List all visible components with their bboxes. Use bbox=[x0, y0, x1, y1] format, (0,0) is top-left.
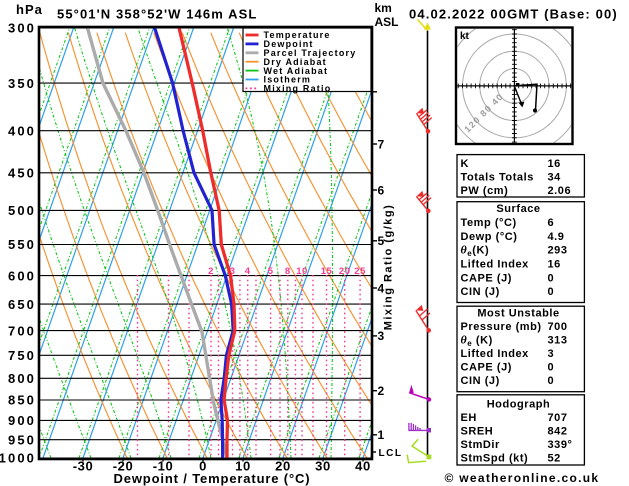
svg-text:20: 20 bbox=[339, 266, 351, 277]
svg-text:SREH: SREH bbox=[461, 425, 494, 437]
svg-text:800: 800 bbox=[8, 371, 36, 386]
svg-text:CAPE (J): CAPE (J) bbox=[461, 362, 512, 374]
svg-text:Pressure (mb): Pressure (mb) bbox=[461, 321, 542, 333]
svg-text:Dewp (°C): Dewp (°C) bbox=[461, 231, 518, 243]
svg-text:Dewpoint: Dewpoint bbox=[264, 39, 314, 49]
svg-text:400: 400 bbox=[8, 123, 36, 138]
svg-text:6: 6 bbox=[548, 217, 555, 229]
svg-text:-30: -30 bbox=[73, 459, 94, 474]
svg-text:900: 900 bbox=[8, 413, 36, 428]
svg-text:8: 8 bbox=[285, 266, 291, 277]
svg-text:2.06: 2.06 bbox=[548, 185, 572, 197]
svg-text:4.9: 4.9 bbox=[548, 231, 565, 243]
svg-text:Temp (°C): Temp (°C) bbox=[461, 217, 517, 229]
svg-text:3: 3 bbox=[548, 348, 555, 360]
svg-text:0: 0 bbox=[548, 362, 555, 374]
svg-text:707: 707 bbox=[548, 412, 568, 424]
svg-text:Totals Totals: Totals Totals bbox=[461, 171, 534, 183]
svg-text:CIN (J): CIN (J) bbox=[461, 375, 500, 387]
svg-text:15: 15 bbox=[321, 266, 333, 277]
svg-text:0: 0 bbox=[548, 273, 555, 285]
svg-text:700: 700 bbox=[8, 323, 36, 338]
svg-text:2: 2 bbox=[208, 266, 214, 277]
svg-text:300: 300 bbox=[8, 21, 36, 36]
svg-text:© weatheronline.co.uk: © weatheronline.co.uk bbox=[445, 471, 600, 485]
svg-text:4: 4 bbox=[245, 266, 251, 277]
svg-text:Isotherm: Isotherm bbox=[264, 75, 312, 85]
svg-text:550: 550 bbox=[8, 237, 36, 252]
svg-text:3: 3 bbox=[230, 266, 236, 277]
svg-text:Lifted Index: Lifted Index bbox=[461, 348, 530, 360]
svg-text:-10: -10 bbox=[153, 459, 174, 474]
svg-text:5: 5 bbox=[378, 234, 385, 248]
svg-text:θe (K): θe (K) bbox=[461, 333, 493, 349]
svg-text:Most Unstable: Most Unstable bbox=[477, 308, 559, 320]
svg-text:16: 16 bbox=[548, 259, 561, 271]
svg-text:30: 30 bbox=[315, 459, 331, 474]
svg-text:CAPE (J): CAPE (J) bbox=[461, 273, 512, 285]
svg-text:θe(K): θe(K) bbox=[461, 243, 490, 259]
svg-text:StmSpd (kt): StmSpd (kt) bbox=[461, 453, 529, 465]
svg-text:16: 16 bbox=[548, 158, 561, 170]
svg-text:hPa: hPa bbox=[16, 2, 43, 17]
svg-text:0: 0 bbox=[548, 286, 555, 298]
svg-text:Dewpoint / Temperature (°C): Dewpoint / Temperature (°C) bbox=[114, 471, 311, 486]
svg-text:K: K bbox=[461, 158, 470, 170]
svg-text:450: 450 bbox=[8, 166, 36, 181]
svg-text:Surface: Surface bbox=[496, 203, 540, 215]
svg-text:0: 0 bbox=[548, 375, 555, 387]
svg-text:313: 313 bbox=[548, 335, 568, 347]
svg-text:1: 1 bbox=[378, 428, 385, 442]
svg-text:25: 25 bbox=[354, 266, 366, 277]
svg-text:EH: EH bbox=[461, 412, 477, 424]
svg-text:-20: -20 bbox=[113, 459, 134, 474]
svg-text:LCL: LCL bbox=[379, 448, 403, 459]
svg-text:55°01'N 358°52'W 146m ASL: 55°01'N 358°52'W 146m ASL bbox=[57, 7, 257, 22]
svg-text:6: 6 bbox=[378, 183, 385, 197]
svg-text:750: 750 bbox=[8, 348, 36, 363]
svg-text:10: 10 bbox=[235, 459, 251, 474]
svg-text:ASL: ASL bbox=[375, 15, 399, 29]
svg-text:PW (cm): PW (cm) bbox=[461, 185, 509, 197]
svg-text:Temperature: Temperature bbox=[264, 30, 331, 40]
svg-text:339°: 339° bbox=[548, 439, 573, 451]
svg-text:04.02.2022 00GMT (Base: 00): 04.02.2022 00GMT (Base: 00) bbox=[409, 7, 618, 22]
svg-text:34: 34 bbox=[548, 171, 562, 183]
svg-text:500: 500 bbox=[8, 203, 36, 218]
svg-text:40: 40 bbox=[355, 459, 371, 474]
svg-text:0: 0 bbox=[199, 459, 207, 474]
svg-text:700: 700 bbox=[548, 321, 568, 333]
svg-text:Dry Adiabat: Dry Adiabat bbox=[264, 57, 327, 67]
svg-text:600: 600 bbox=[8, 268, 36, 283]
svg-text:CIN (J): CIN (J) bbox=[461, 286, 500, 298]
svg-text:4: 4 bbox=[378, 281, 385, 295]
svg-text:10: 10 bbox=[296, 266, 308, 277]
svg-text:3: 3 bbox=[378, 329, 385, 343]
svg-text:Parcel Trajectory: Parcel Trajectory bbox=[264, 48, 357, 58]
svg-text:Mixing Ratio (g/kg): Mixing Ratio (g/kg) bbox=[383, 204, 395, 331]
svg-text:52: 52 bbox=[548, 453, 561, 465]
svg-text:950: 950 bbox=[8, 432, 36, 447]
svg-text:km: km bbox=[375, 1, 392, 15]
svg-text:2: 2 bbox=[378, 384, 385, 398]
svg-text:Mixing Ratio: Mixing Ratio bbox=[264, 84, 332, 94]
svg-text:5: 5 bbox=[268, 266, 274, 277]
svg-text:350: 350 bbox=[8, 76, 36, 91]
svg-text:293: 293 bbox=[548, 245, 568, 257]
svg-text:20: 20 bbox=[275, 459, 291, 474]
svg-text:842: 842 bbox=[548, 425, 568, 437]
svg-text:kt: kt bbox=[460, 31, 470, 42]
svg-text:Lifted Index: Lifted Index bbox=[461, 259, 530, 271]
svg-text:7: 7 bbox=[378, 137, 385, 151]
svg-text:850: 850 bbox=[8, 393, 36, 408]
svg-text:1000: 1000 bbox=[0, 451, 36, 466]
svg-text:650: 650 bbox=[8, 297, 36, 312]
svg-text:StmDir: StmDir bbox=[461, 439, 501, 451]
svg-text:Hodograph: Hodograph bbox=[487, 398, 551, 410]
svg-text:Wet Adiabat: Wet Adiabat bbox=[264, 66, 329, 76]
